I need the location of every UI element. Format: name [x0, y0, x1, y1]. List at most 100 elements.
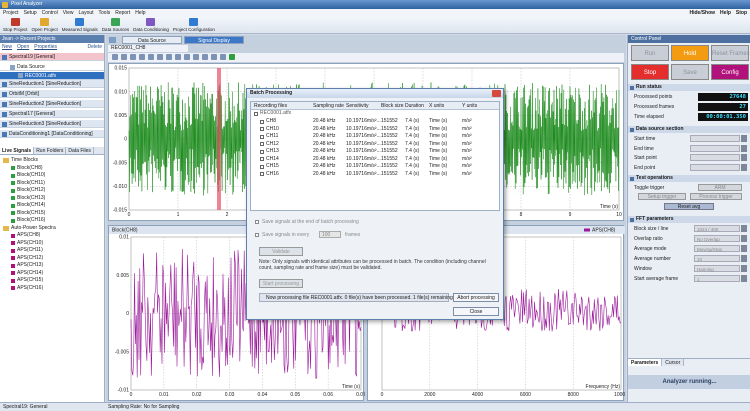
combo-arrow[interactable]: [741, 235, 747, 242]
row-checkbox[interactable]: [260, 127, 264, 131]
combo-arrow[interactable]: [741, 255, 747, 262]
menu-item[interactable]: Report: [115, 10, 131, 16]
menu-item[interactable]: View: [62, 10, 74, 16]
row-checkbox[interactable]: [260, 142, 264, 146]
main-tab[interactable]: Signal Display: [184, 36, 244, 44]
combo-box[interactable]: 1024 / 400: [694, 225, 740, 232]
save-end-checkbox[interactable]: [255, 220, 259, 224]
combo-arrow[interactable]: [741, 265, 747, 272]
menu-item[interactable]: Tools: [98, 10, 111, 16]
project-row[interactable]: SineReduction3 [SineReduction]: [0, 120, 104, 128]
toolbar-button[interactable]: Data Conditioning: [133, 17, 169, 33]
toolbar-button[interactable]: Stop Project: [3, 17, 28, 33]
control-button[interactable]: Hold: [671, 45, 709, 61]
project-row[interactable]: Data Source: [0, 63, 104, 71]
plot-tool[interactable]: [202, 54, 208, 60]
plot-tool[interactable]: [184, 54, 190, 60]
toolbar-button[interactable]: Measured Signals: [62, 17, 98, 33]
signal-item[interactable]: APS(CH15): [17, 277, 44, 283]
arm-button[interactable]: ARM: [698, 184, 742, 191]
group-label[interactable]: Time Blocks: [11, 157, 39, 163]
row-checkbox[interactable]: [260, 119, 264, 124]
signal-item[interactable]: Block(CH13): [17, 194, 46, 201]
field-input[interactable]: [690, 154, 740, 161]
frames-input[interactable]: 100: [319, 231, 341, 238]
project-row[interactable]: DataConditioning1 [DataConditioning]: [0, 130, 104, 138]
row-checkbox[interactable]: [260, 157, 264, 161]
signal-item[interactable]: APS(CH16): [17, 284, 44, 291]
panel-action[interactable]: Delete: [87, 44, 102, 50]
signal-item[interactable]: Block(CH12): [17, 187, 46, 193]
menu-item[interactable]: Control: [41, 10, 58, 16]
save-every-checkbox[interactable]: [255, 233, 259, 237]
field-spin[interactable]: [741, 154, 747, 161]
group-label[interactable]: Auto-Power Spectra: [11, 224, 56, 231]
signal-item[interactable]: APS(CH14): [17, 269, 44, 276]
row-checkbox[interactable]: [260, 149, 264, 154]
project-row[interactable]: SineReduction1 [SineReduction]: [0, 80, 104, 88]
field-input[interactable]: [690, 163, 740, 171]
plot-tool[interactable]: [175, 54, 181, 60]
signal-item[interactable]: Block(CH15): [17, 209, 46, 216]
signal-item[interactable]: Block(CH16): [17, 217, 46, 223]
validate-button[interactable]: Validate: [259, 247, 303, 256]
row-checkbox[interactable]: [260, 164, 264, 169]
document-tab[interactable]: REC0001_CH8: [108, 45, 188, 52]
row-checkbox[interactable]: [260, 172, 264, 176]
control-button[interactable]: Reset Frames: [711, 45, 750, 61]
signal-item[interactable]: APS(CH13): [17, 262, 44, 268]
control-button[interactable]: Save: [671, 64, 709, 80]
toolbar-button[interactable]: Project Configuration: [173, 17, 215, 33]
menu-item[interactable]: Setup: [23, 10, 37, 16]
trigger-button[interactable]: Process trigger: [690, 193, 742, 200]
signal-item[interactable]: Block(CH8): [17, 164, 43, 171]
main-tab[interactable]: Data Source: [122, 36, 182, 44]
panel-action[interactable]: Properties: [34, 44, 58, 50]
panel-tab[interactable]: Parameters: [628, 359, 663, 366]
file-checkbox[interactable]: [254, 112, 258, 116]
panel-tab[interactable]: Cursor: [662, 359, 685, 366]
combo-arrow[interactable]: [741, 245, 747, 252]
close-button[interactable]: Close: [453, 307, 499, 316]
signal-tab[interactable]: Live Signals: [0, 147, 35, 154]
project-row[interactable]: Spectral19 [General]: [0, 53, 104, 61]
combo-arrow[interactable]: [741, 275, 747, 282]
field-input[interactable]: [690, 135, 740, 142]
panel-action[interactable]: New: [2, 44, 13, 50]
field-input[interactable]: [690, 144, 740, 152]
menu-item[interactable]: Project: [3, 10, 19, 16]
menu-right-item[interactable]: Stop: [735, 10, 747, 16]
menu-right-item[interactable]: Hide/Show: [689, 10, 716, 16]
combo-box[interactable]: Moving/Stop: [694, 245, 740, 252]
combo-arrow[interactable]: [741, 225, 747, 232]
signal-item[interactable]: Block(CH11): [17, 179, 45, 186]
reset-button[interactable]: Reset avg: [664, 203, 714, 210]
toolbar-button[interactable]: Data Sources: [102, 17, 129, 33]
combo-box[interactable]: 10: [694, 255, 740, 262]
plot-tool[interactable]: [229, 54, 235, 60]
signal-item[interactable]: APS(CH8): [17, 232, 41, 238]
signal-item[interactable]: Block(CH10): [17, 172, 46, 178]
trigger-button[interactable]: Setup trigger: [638, 193, 686, 200]
control-button[interactable]: Run: [631, 45, 669, 61]
menu-right-item[interactable]: Help: [720, 10, 731, 16]
signal-tab[interactable]: Data Files: [66, 147, 94, 154]
field-spin[interactable]: [741, 163, 747, 171]
signal-item[interactable]: APS(CH12): [17, 254, 44, 261]
menu-item[interactable]: Layout: [78, 10, 94, 16]
signal-item[interactable]: APS(CH11): [17, 247, 43, 253]
control-button[interactable]: Stop: [631, 64, 669, 80]
control-button[interactable]: Config: [711, 64, 749, 80]
project-row[interactable]: REC0001.atfx: [0, 71, 104, 80]
combo-box[interactable]: 1: [694, 275, 740, 282]
plot-tool[interactable]: [148, 54, 154, 60]
plot-tool[interactable]: [121, 54, 127, 60]
plot-tool[interactable]: [157, 54, 163, 60]
start-button[interactable]: Start processing: [259, 279, 303, 288]
abort-button[interactable]: Abort processing: [453, 293, 499, 302]
plot-tool[interactable]: [220, 54, 226, 60]
menu-item[interactable]: Help: [135, 10, 146, 16]
toolbar-button[interactable]: Open Project: [32, 17, 58, 33]
plot-tool[interactable]: [166, 54, 172, 60]
dialog-close[interactable]: [492, 90, 501, 97]
